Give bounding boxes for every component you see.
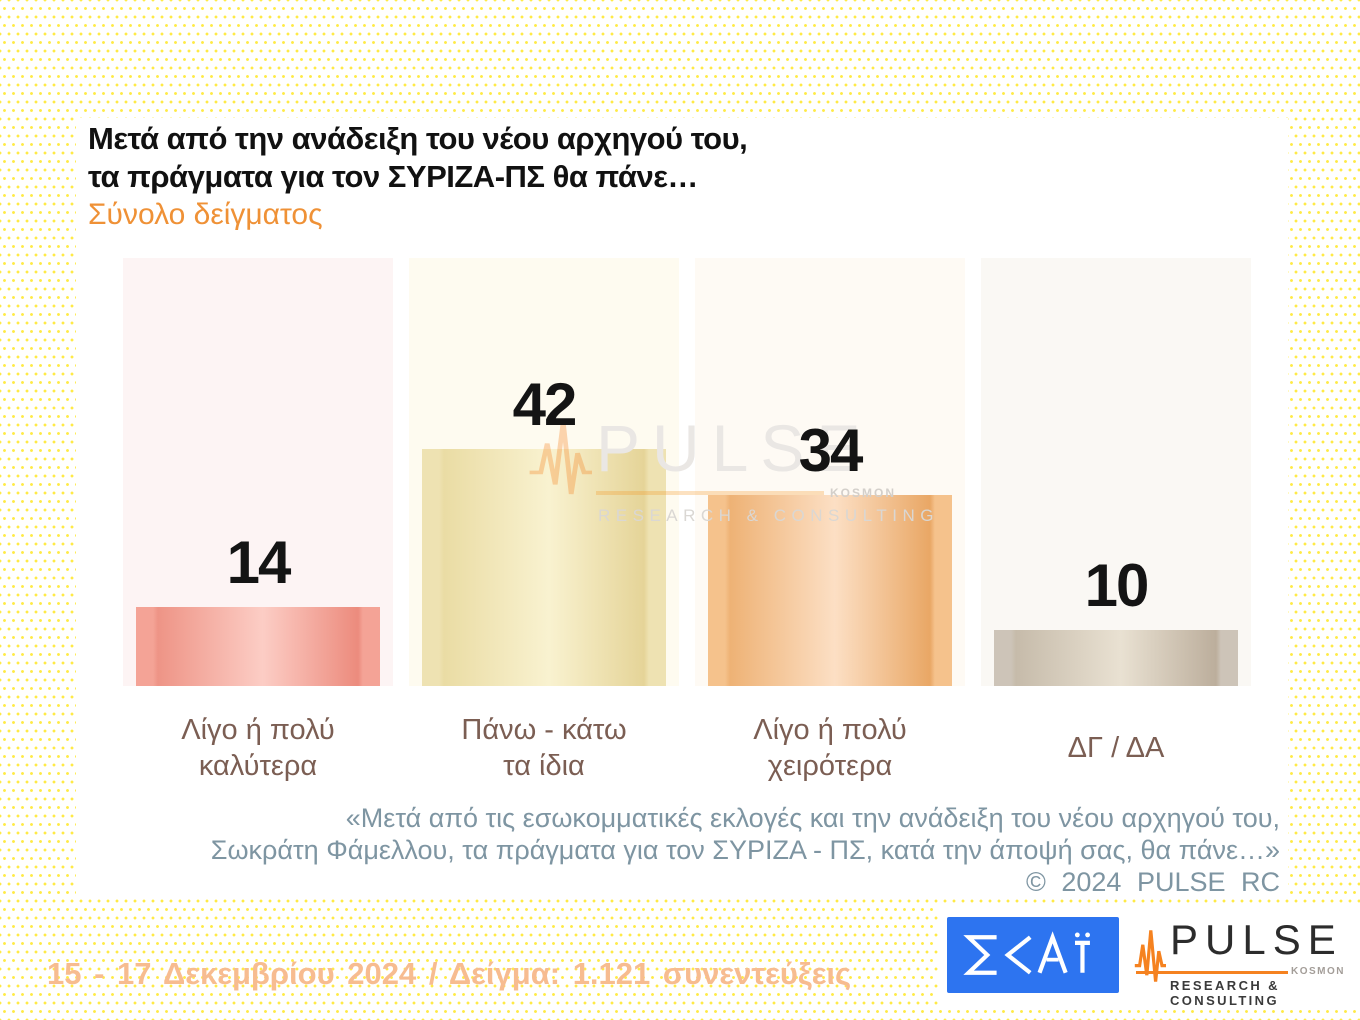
fieldwork-note: 15 - 17 Δεκεμβρίου 2024 / Δείγμα: 1.121 … — [47, 956, 852, 991]
bar-column: 42 Πάνω - κάτω τα ίδια — [409, 258, 679, 782]
category-label: Λίγο ή πολύ χειρότερα — [753, 714, 907, 782]
bar-value-label: 14 — [226, 529, 292, 597]
pulse-logo: PULSE KOSMON RESEARCH & CONSULTING — [1134, 914, 1354, 1008]
bar — [708, 494, 952, 686]
chart-card: Μετά από την ανάδειξη του νέου αρχηγού τ… — [76, 118, 1288, 898]
bar-column: 10 ΔΓ / ΔΑ — [981, 258, 1251, 764]
footnote: «Μετά από τις εσωκομματικές εκλογές και … — [211, 802, 1280, 898]
category-label: Πάνω - κάτω τα ίδια — [461, 714, 627, 782]
category-label: Λίγο ή πολύ καλύτερα — [181, 714, 335, 782]
copyright: © 2024 PULSE RC — [1025, 867, 1280, 897]
page-title: Μετά από την ανάδειξη του νέου αρχηγού τ… — [88, 121, 748, 194]
bar — [422, 449, 666, 686]
pulse-tagline: RESEARCH & CONSULTING — [1170, 978, 1280, 1008]
pulse-brand-text: PULSE — [1170, 916, 1343, 963]
footnote-line-2: Σωκράτη Φάμελλου, τα πράγματα για τον ΣΥ… — [210, 835, 1280, 865]
bar-chart: 14 Λίγο ή πολύ καλύτερα 42 Πάνω - κάτω τ… — [76, 258, 1288, 782]
page-subtitle: Σύνολο δείγματος — [88, 198, 323, 231]
bar-value-label: 34 — [798, 416, 864, 484]
footnote-line-1: «Μετά από τις εσωκομματικές εκλογές και … — [345, 803, 1280, 833]
bar-value-label: 10 — [1084, 551, 1150, 619]
skai-logo — [947, 917, 1119, 993]
bar-column: 14 Λίγο ή πολύ καλύτερα — [123, 258, 393, 782]
bar — [136, 607, 380, 686]
bar-value-label: 42 — [512, 371, 578, 439]
pulse-kosmon-text: KOSMON — [1291, 966, 1345, 977]
bar-track — [981, 258, 1251, 686]
pulse-underline — [1136, 971, 1288, 974]
logo-strip: PULSE KOSMON RESEARCH & CONSULTING — [938, 908, 1360, 1008]
bar-column: 34 Λίγο ή πολύ χειρότερα — [695, 258, 965, 782]
pulse-icon — [1134, 930, 1166, 982]
skai-logo-glyphs — [963, 931, 1091, 975]
category-label: ΔΓ / ΔΑ — [1067, 732, 1165, 764]
bar — [994, 629, 1238, 686]
